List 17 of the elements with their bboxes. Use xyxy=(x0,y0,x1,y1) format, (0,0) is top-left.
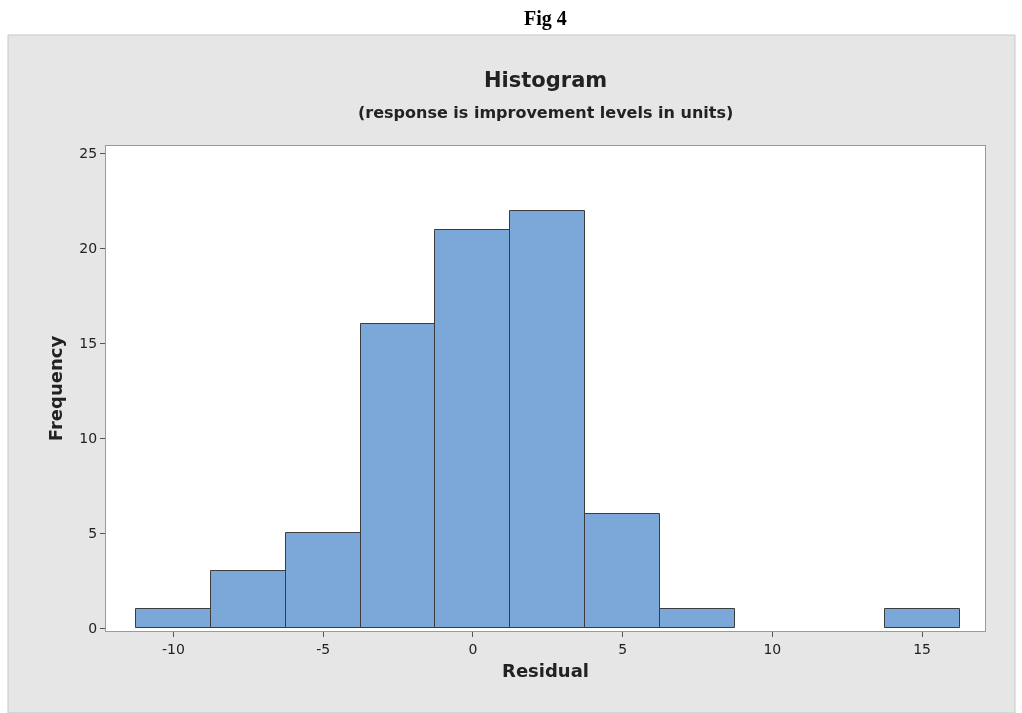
y-tick-label: 5 xyxy=(88,525,98,542)
chart-title: Histogram xyxy=(484,68,608,92)
x-tick-label: -5 xyxy=(316,640,331,657)
x-tick-label: -10 xyxy=(161,640,185,657)
x-tick-label: 15 xyxy=(913,640,932,657)
y-axis-title: Frequency xyxy=(44,335,66,442)
x-tick-label: 0 xyxy=(468,640,478,657)
chart-subtitle: (response is improvement levels in units) xyxy=(358,103,734,122)
y-tick-label: 0 xyxy=(88,620,98,637)
y-tick-label: 25 xyxy=(79,145,98,162)
x-axis-title: Residual xyxy=(502,659,589,681)
y-tick-label: 20 xyxy=(79,240,98,257)
x-tick-label: 5 xyxy=(618,640,628,657)
y-tick-label: 10 xyxy=(79,430,98,447)
x-tick-label: 10 xyxy=(763,640,782,657)
caption: Fig 4 xyxy=(524,7,567,30)
y-tick-label: 15 xyxy=(79,335,98,352)
